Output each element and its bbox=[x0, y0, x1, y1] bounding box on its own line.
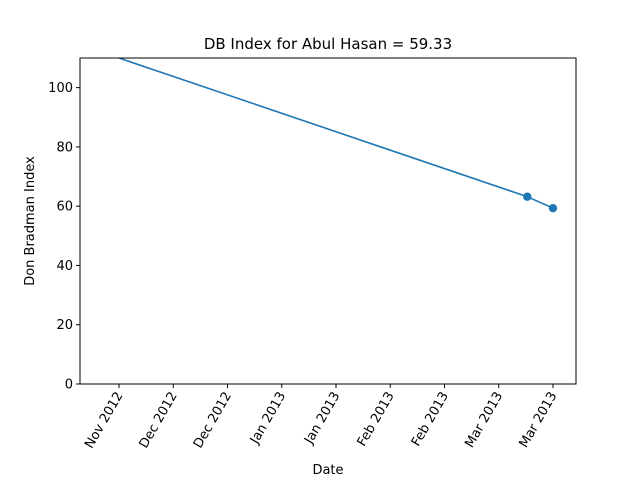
x-tick-label: Mar 2013 bbox=[517, 390, 561, 451]
y-tick-label: 40 bbox=[56, 259, 73, 274]
chart-title: DB Index for Abul Hasan = 59.33 bbox=[204, 35, 452, 53]
x-tick-label: Dec 2012 bbox=[137, 390, 181, 452]
y-tick-label: 20 bbox=[56, 318, 73, 333]
plot-area bbox=[118, 58, 558, 213]
plot-frame bbox=[79, 57, 577, 385]
x-tick-label: Jan 2013 bbox=[247, 390, 289, 448]
x-tick-label: Dec 2012 bbox=[191, 390, 235, 452]
y-tick-label: 60 bbox=[56, 200, 73, 215]
x-tick-label: Feb 2013 bbox=[355, 390, 398, 450]
x-tick-label: Nov 2012 bbox=[82, 390, 126, 452]
x-tick-label: Jan 2013 bbox=[301, 390, 343, 448]
x-axis-label: Date bbox=[312, 463, 343, 478]
x-tick-label: Feb 2013 bbox=[409, 390, 452, 450]
y-axis-label: Don Bradman Index bbox=[23, 156, 38, 286]
x-axis: Nov 2012 Dec 2012 Dec 2012 Jan 2013 Jan 2013… bbox=[82, 384, 560, 451]
data-point bbox=[548, 203, 558, 213]
y-tick-label: 100 bbox=[48, 81, 73, 96]
series-line bbox=[118, 58, 554, 209]
y-axis: 0 20 40 60 80 100 bbox=[48, 81, 80, 393]
y-tick-label: 0 bbox=[65, 378, 73, 393]
data-point bbox=[523, 192, 532, 201]
y-tick-label: 80 bbox=[56, 140, 73, 155]
x-tick-label: Mar 2013 bbox=[462, 390, 506, 451]
